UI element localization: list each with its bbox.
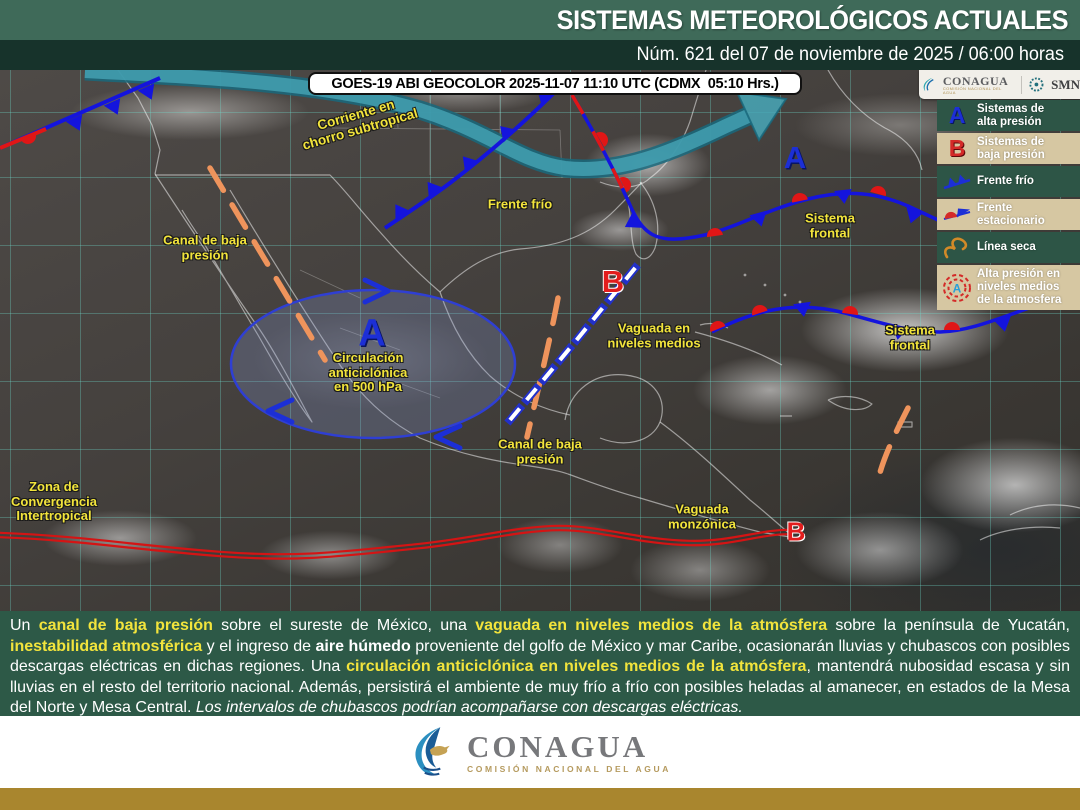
stationary-front-upper: [570, 94, 939, 241]
label-monsoon-trough: Vaguada monzónica: [668, 501, 736, 531]
subtitle-bar: Núm. 621 del 07 de noviembre de 2025 / 0…: [0, 40, 1080, 70]
svg-text:A: A: [953, 281, 962, 295]
smn-label: SMN: [1051, 76, 1080, 92]
stationary-front-icon: [943, 208, 971, 220]
jet-stream: [84, 70, 788, 179]
high-pressure-marker: A: [358, 312, 386, 355]
synoptic-overlay: [0, 70, 1080, 560]
dry-line-icon: [944, 236, 968, 258]
bulletin-number: Núm. 621 del 07 de noviembre de 2025 / 0…: [636, 44, 1064, 65]
legend-label: Línea seca: [977, 241, 1036, 254]
goes-title: GOES-19 ABI GEOCOLOR 2025-11-07 11:10 UT…: [331, 75, 779, 92]
label-mid-level-trough: Vaguada en niveles medios: [607, 320, 701, 350]
weather-map: GOES-19 ABI GEOCOLOR 2025-11-07 11:10 UT…: [0, 70, 1080, 611]
low-pressure-marker: B: [601, 264, 625, 299]
summary-paragraph: Un canal de baja presión sobre el surest…: [0, 611, 1080, 716]
footer-subtitle: COMISIÓN NACIONAL DEL AGUA: [467, 763, 671, 774]
label-cold-front: Frente frío: [487, 196, 553, 212]
logo-divider: [1021, 75, 1023, 94]
smn-logo-icon: [1029, 77, 1044, 92]
legend-row-stationary-front: Frente estacionario: [937, 199, 1080, 230]
label-itcz: Zona de Convergencia Intertropical: [11, 479, 97, 524]
front-northwest: [0, 76, 161, 150]
high-pressure-a-icon: A: [948, 102, 966, 128]
mid-level-trough: [504, 256, 646, 426]
legend-row-mid-level-high: A Alta presión en niveles medios de la a…: [937, 265, 1080, 310]
legend-row-cold-front: Frente frío: [937, 166, 1080, 197]
label-frontal-system-1: Sistema frontal: [805, 210, 855, 240]
title-bar: SISTEMAS METEOROLÓGICOS ACTUALES: [0, 0, 1080, 40]
conagua-mini-icon: [923, 77, 934, 91]
itcz-line: [0, 524, 789, 560]
footer-gold-bar: [0, 788, 1080, 810]
legend-row-high-pressure: A Sistemas de alta presión: [937, 100, 1080, 131]
conagua-mini-label: CONAGUA: [942, 73, 1009, 88]
low-pressure-channels: [207, 165, 911, 483]
legend-label: Sistemas de baja presión: [977, 135, 1045, 161]
map-legend: A Sistemas de alta presión B Sistemas de…: [937, 100, 1080, 312]
high-pressure-marker: A: [783, 140, 807, 175]
label-frontal-system-2: Sistema frontal: [885, 322, 935, 352]
mid-level-high-icon: A: [943, 273, 971, 302]
label-low-channel-nw: Canal de baja presión: [163, 232, 247, 262]
legend-label: Frente frío: [977, 175, 1034, 188]
label-anticyclone: Circulación anticiclónica en 500 hPa: [328, 350, 408, 395]
legend-row-low-pressure: B Sistemas de baja presión: [937, 133, 1080, 164]
legend-label: Sistemas de alta presión: [977, 102, 1045, 128]
low-pressure-marker: B: [786, 516, 806, 547]
page-title: SISTEMAS METEOROLÓGICOS ACTUALES: [556, 4, 1069, 35]
low-pressure-b-icon: B: [948, 135, 966, 161]
anticyclone-ellipse: [229, 277, 517, 451]
footer: CONAGUA COMISIÓN NACIONAL DEL AGUA: [0, 716, 1080, 788]
cold-front-main: [383, 83, 564, 230]
agency-logos: CONAGUA COMISIÓN NACIONAL DEL AGUA SMN: [919, 70, 1080, 99]
legend-label: Alta presión en niveles medios de la atm…: [977, 268, 1062, 306]
legend-row-dry-line: Línea seca: [937, 232, 1080, 263]
label-low-channel-se: Canal de baja presión: [498, 436, 582, 466]
footer-conagua-label: CONAGUA: [467, 728, 649, 764]
cold-front-icon: [943, 174, 971, 189]
legend-label: Frente estacionario: [977, 201, 1045, 227]
islands: [743, 273, 802, 304]
stationary-front-lower: [707, 292, 1080, 342]
conagua-logo-icon: [415, 727, 450, 776]
goes-title-box: GOES-19 ABI GEOCOLOR 2025-11-07 11:10 UT…: [308, 72, 802, 95]
conagua-mini-sub: COMISIÓN NACIONAL DEL AGUA: [942, 85, 1002, 95]
